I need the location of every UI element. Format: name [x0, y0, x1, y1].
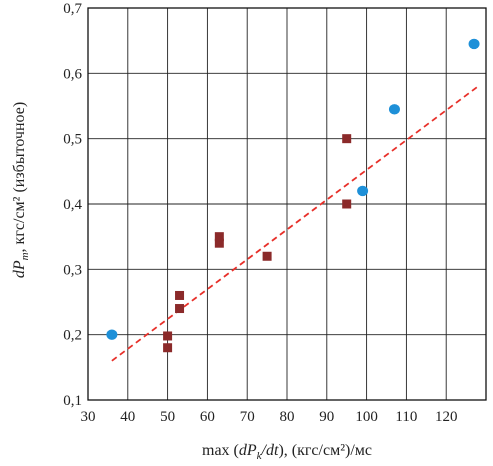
- y-tick-label: 0,1: [63, 393, 82, 409]
- y-tick-label: 0,4: [63, 197, 82, 213]
- x-tick-label: 90: [319, 409, 334, 425]
- points-layer: [106, 38, 480, 353]
- trendline-layer: [111, 85, 479, 362]
- tick-labels: 30 40 50 60 70 80 90 100 110 120 0,1 0,2 0,3 0,4 0,5 0,…: [63, 1, 457, 425]
- data-point-square: [342, 134, 352, 144]
- data-point-square: [175, 304, 185, 314]
- data-point-circle: [357, 185, 369, 197]
- trendline: [111, 85, 479, 362]
- x-tick-label: 120: [435, 409, 458, 425]
- y-tick-label: 0,7: [63, 1, 82, 17]
- data-point-square: [163, 331, 173, 341]
- x-tick-label: 100: [355, 409, 378, 425]
- data-point-circle: [468, 38, 480, 50]
- x-tick-label: 110: [395, 409, 417, 425]
- x-tick-label: 80: [280, 409, 295, 425]
- data-point-circle: [106, 329, 118, 340]
- data-point-square: [214, 232, 224, 242]
- y-tick-label: 0,5: [63, 132, 82, 148]
- y-tick-label: 0,2: [63, 328, 82, 344]
- x-tick-label: 30: [81, 409, 96, 425]
- data-point-square: [262, 251, 272, 261]
- data-point-square: [163, 343, 173, 353]
- y-tick-label: 0,3: [63, 262, 82, 278]
- x-tick-label: 40: [120, 409, 135, 425]
- x-tick-label: 70: [240, 409, 255, 425]
- data-point-circle: [388, 104, 400, 115]
- grid: [88, 8, 486, 400]
- y-tick-label: 0,6: [63, 66, 82, 82]
- plot-frame: [87, 7, 487, 401]
- x-tick-label: 60: [200, 409, 215, 425]
- x-axis-label: max (dPk/dt), (кгс/см²)/мс: [202, 442, 372, 462]
- data-point-square: [214, 238, 224, 248]
- data-point-square: [342, 199, 352, 209]
- data-point-square: [175, 290, 185, 300]
- x-tick-label: 50: [160, 409, 175, 425]
- y-axis-label: dPт, кгс/см² (избыточное): [11, 102, 31, 278]
